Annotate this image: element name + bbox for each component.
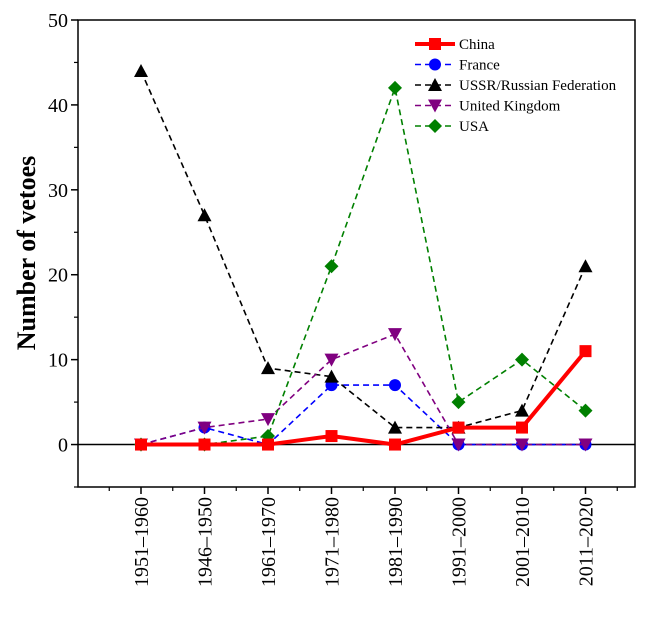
y-tick-label: 40 bbox=[48, 95, 68, 117]
data-point bbox=[452, 421, 465, 434]
data-point bbox=[261, 361, 275, 375]
data-point bbox=[324, 369, 339, 383]
series-usa bbox=[134, 80, 593, 452]
data-point bbox=[324, 353, 339, 367]
series-line bbox=[141, 84, 587, 446]
series-ussr-russian-federation bbox=[134, 63, 593, 434]
y-tick-label: 50 bbox=[48, 10, 68, 32]
data-point bbox=[388, 80, 402, 95]
y-axis-ticks: 0 10 20 30 40 50 bbox=[48, 10, 78, 488]
data-point bbox=[451, 438, 466, 452]
data-point bbox=[578, 403, 593, 418]
data-point bbox=[135, 438, 147, 451]
data-point bbox=[261, 413, 275, 427]
series-china bbox=[135, 345, 592, 451]
legend-marker bbox=[428, 99, 442, 113]
series-line bbox=[140, 70, 587, 429]
legend: China France USSR/Russian Federation United… bbox=[415, 37, 617, 135]
y-tick-label: 20 bbox=[48, 265, 68, 287]
data-point bbox=[578, 259, 593, 273]
x-tick-label: 1991–2000 bbox=[449, 497, 471, 587]
data-point bbox=[388, 420, 402, 434]
x-tick-label: 1971–1980 bbox=[322, 497, 344, 587]
y-tick-label: 30 bbox=[48, 180, 68, 202]
x-tick-label: 1981–1990 bbox=[385, 497, 407, 587]
legend-label: China bbox=[459, 37, 495, 53]
data-point bbox=[262, 438, 274, 451]
x-tick-label: 1951–1960 bbox=[131, 497, 153, 587]
legend-label: United Kingdom bbox=[459, 99, 561, 115]
data-point bbox=[389, 438, 401, 451]
data-point bbox=[198, 438, 211, 451]
x-tick-label: 1961–1970 bbox=[258, 497, 280, 587]
data-point bbox=[516, 421, 528, 434]
data-point bbox=[197, 208, 212, 222]
x-axis-ticks: 1951–1960 1946–1950 1961–1970 1971–1980 1981… bbox=[108, 487, 618, 587]
data-point bbox=[579, 345, 592, 358]
series-line bbox=[140, 333, 586, 446]
legend-marker bbox=[428, 119, 442, 133]
data-point bbox=[515, 438, 529, 452]
data-point bbox=[388, 328, 402, 342]
data-point bbox=[389, 379, 401, 392]
data-point bbox=[515, 352, 529, 367]
data-point bbox=[451, 395, 466, 410]
legend-marker bbox=[429, 38, 441, 50]
data-point bbox=[578, 438, 593, 452]
legend-marker bbox=[428, 78, 442, 91]
data-point bbox=[197, 421, 212, 435]
data-point bbox=[515, 403, 529, 417]
x-tick-label: 1946–1950 bbox=[195, 497, 217, 587]
y-tick-label: 0 bbox=[58, 435, 68, 457]
data-point bbox=[325, 430, 338, 443]
legend-label: USA bbox=[459, 119, 489, 135]
x-tick-label: 2011–2020 bbox=[576, 497, 598, 586]
plot-frame bbox=[77, 19, 636, 488]
series-layer bbox=[134, 63, 593, 452]
series-line bbox=[141, 349, 588, 447]
x-tick-label: 2001–2010 bbox=[512, 497, 534, 587]
legend-label: France bbox=[459, 58, 500, 74]
legend-marker bbox=[429, 58, 441, 71]
y-tick-label: 10 bbox=[48, 350, 68, 372]
legend-label: USSR/Russian Federation bbox=[459, 78, 617, 94]
y-axis-label: Number of vetoes bbox=[12, 156, 41, 350]
data-point bbox=[324, 259, 339, 274]
data-point bbox=[134, 63, 148, 77]
